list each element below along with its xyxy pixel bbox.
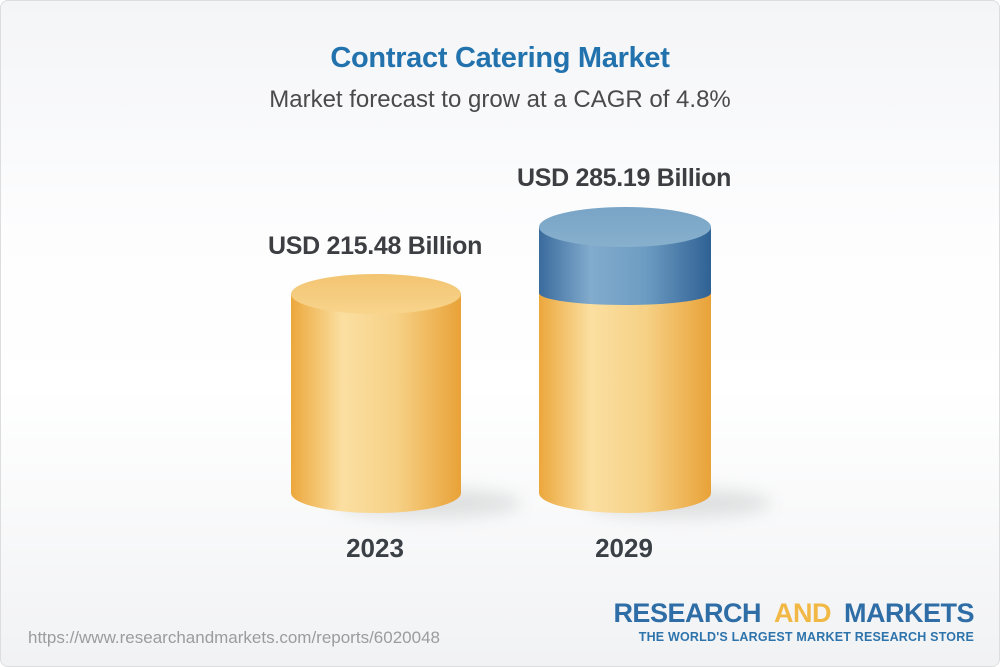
- page-subtitle: Market forecast to grow at a CAGR of 4.8…: [269, 86, 731, 113]
- logo-wordmark: RESEARCH AND MARKETS: [613, 598, 974, 628]
- year-label-2023: 2023: [346, 533, 404, 563]
- cylinder-bar-2029: [539, 207, 711, 513]
- logo-word-research: RESEARCH: [613, 598, 761, 628]
- page-title: Contract Catering Market: [330, 42, 670, 74]
- logo-word-markets: MARKETS: [844, 598, 975, 628]
- year-label-2029: 2029: [595, 533, 653, 563]
- cylinder-bar-2023: [291, 274, 461, 513]
- logo-word-and: AND: [773, 598, 832, 628]
- logo-tagline: THE WORLD'S LARGEST MARKET RESEARCH STOR…: [638, 630, 974, 644]
- value-label-2023: USD 215.48 Billion: [267, 232, 483, 260]
- report-url: https://www.researchandmarkets.com/repor…: [28, 628, 440, 647]
- researchandmarkets-logo: RESEARCH AND MARKETS THE WORLD'S LARGEST…: [613, 598, 974, 644]
- value-label-2029: USD 285.19 Billion: [516, 164, 732, 192]
